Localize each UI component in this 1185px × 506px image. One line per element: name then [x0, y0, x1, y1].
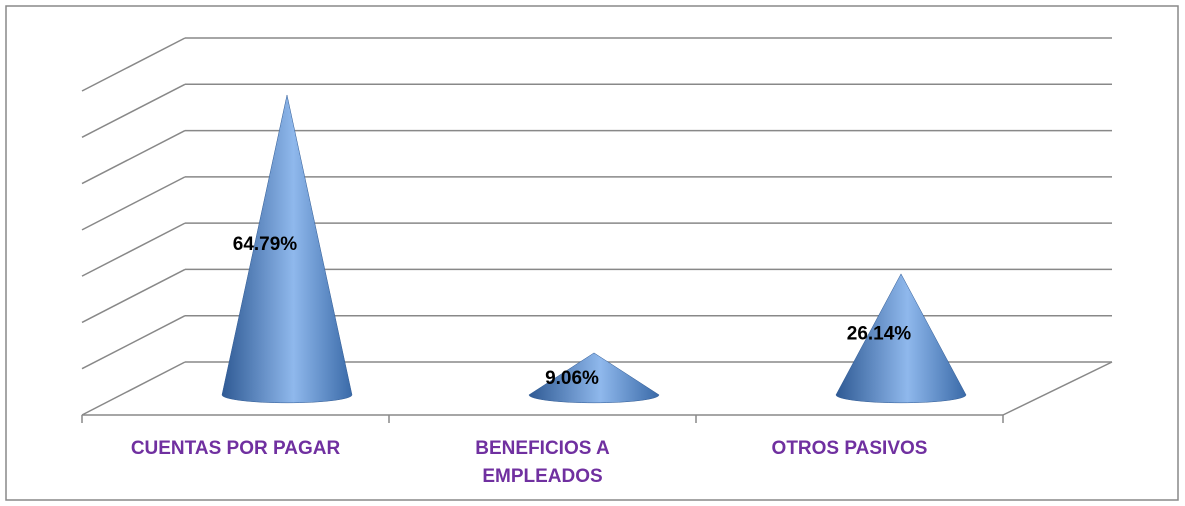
side-grid-line: [81, 315, 186, 370]
cone: [835, 273, 967, 404]
x-tick-label: CUENTAS POR PAGAR: [130, 438, 341, 459]
data-label: 9.06%: [545, 368, 599, 389]
frame: [5, 5, 1179, 501]
cone: [221, 94, 353, 404]
cone: [528, 352, 660, 404]
side-grid-line: [81, 83, 186, 138]
data-label: 64.79%: [233, 234, 298, 255]
side-grid-line: [81, 37, 186, 92]
x-tick-label: OTROS PASIVOS: [771, 438, 928, 459]
side-grid-line: [81, 222, 186, 277]
x-tick-label: BENEFICIOS A EMPLEADOS: [475, 438, 610, 487]
side-grid-line: [81, 176, 186, 231]
side-grid-line: [81, 361, 186, 416]
floor-right: [1002, 361, 1113, 416]
side-grid-line: [81, 129, 186, 185]
data-label: 26.14%: [847, 323, 912, 344]
side-grid-line: [81, 268, 186, 324]
